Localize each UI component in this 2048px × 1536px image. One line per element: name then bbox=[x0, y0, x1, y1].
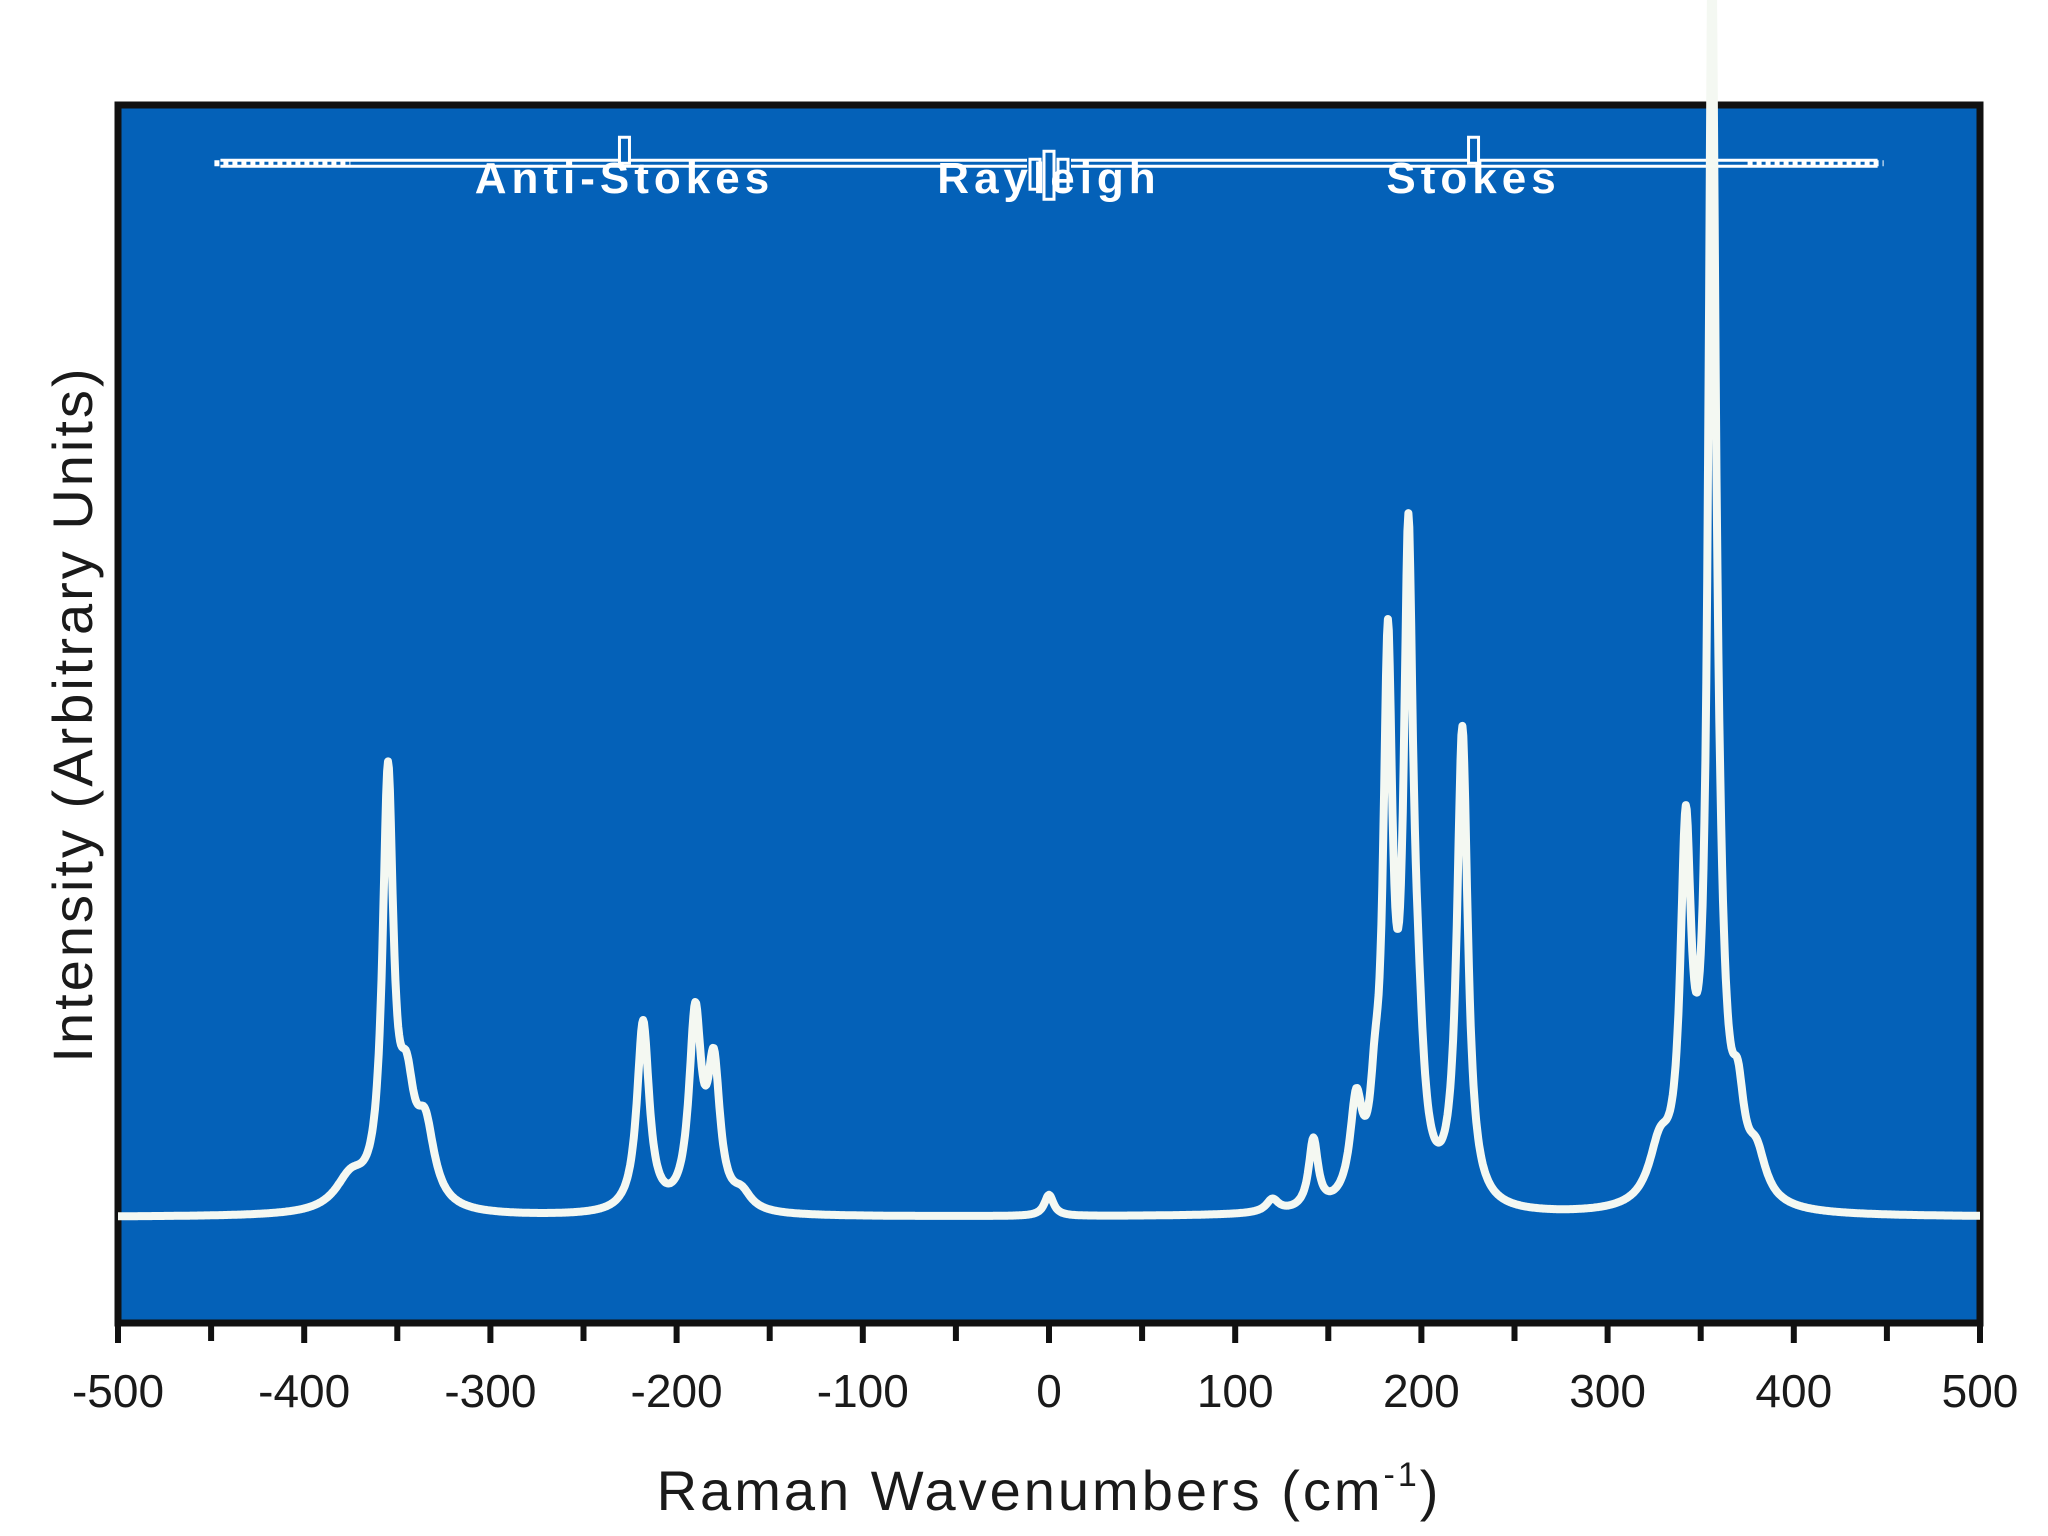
x-tick-label: -300 bbox=[444, 1365, 536, 1417]
x-tick-label: -100 bbox=[817, 1365, 909, 1417]
plot-area bbox=[114, 101, 1984, 1327]
region-marker bbox=[617, 135, 631, 165]
y-axis-title: Intensity (Arbitrary Units) bbox=[41, 365, 104, 1062]
x-tick-label: 200 bbox=[1383, 1365, 1460, 1417]
spectrum-line bbox=[114, 0, 1984, 1221]
x-axis-title-close: ) bbox=[1420, 1459, 1442, 1522]
x-axis-tick-labels: -500 -400 -300 -200 -100 0 100 200 300 400 500 bbox=[72, 1365, 2018, 1417]
x-tick-label: 0 bbox=[1036, 1365, 1062, 1417]
x-axis-title-main: Raman Wavenumbers (cm bbox=[657, 1459, 1384, 1522]
region-marker bbox=[1467, 135, 1481, 165]
region-labels: Anti-Stokes Rayleigh Stokes bbox=[475, 135, 1556, 203]
x-axis-title-sup: -1 bbox=[1384, 1456, 1420, 1494]
x-tick-label: -400 bbox=[258, 1365, 350, 1417]
x-axis-ticks bbox=[115, 1323, 1983, 1343]
rayleigh-marker bbox=[1056, 157, 1070, 191]
x-tick-label: 100 bbox=[1197, 1365, 1274, 1417]
region-label: Rayleigh bbox=[937, 154, 1160, 203]
rayleigh-marker bbox=[1028, 157, 1042, 191]
x-axis-title: Raman Wavenumbers (cm-1) bbox=[657, 1456, 1442, 1522]
x-tick-label: 500 bbox=[1942, 1365, 2019, 1417]
x-tick-label: -500 bbox=[72, 1365, 164, 1417]
x-tick-label: -200 bbox=[631, 1365, 723, 1417]
x-tick-label: 400 bbox=[1755, 1365, 1832, 1417]
rayleigh-marker bbox=[1042, 149, 1056, 201]
x-tick-label: 300 bbox=[1569, 1365, 1646, 1417]
